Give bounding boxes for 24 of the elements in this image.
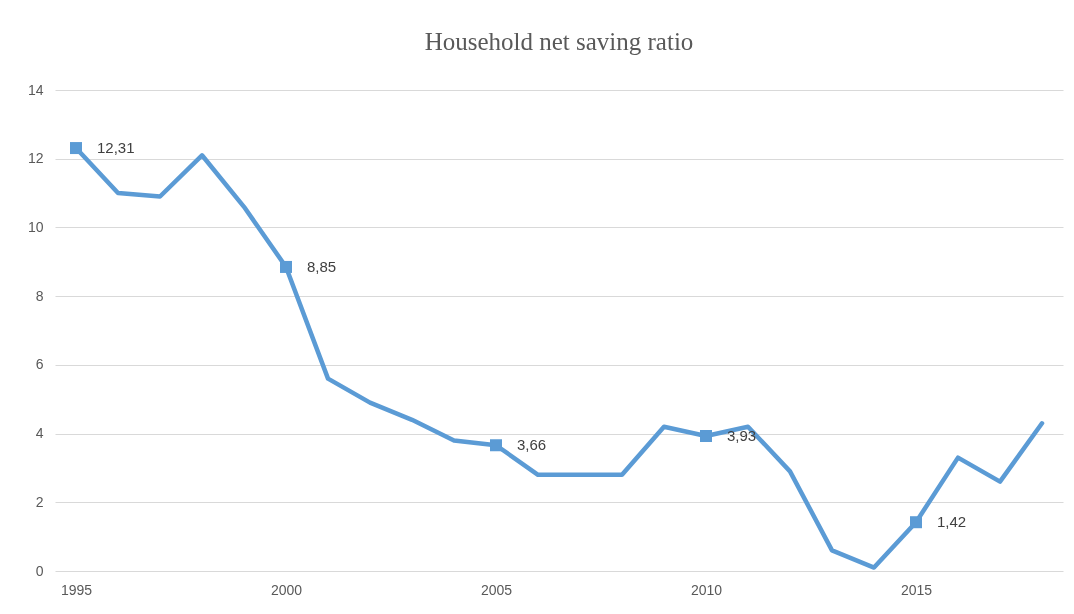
y-tick-label: 0 xyxy=(35,562,44,579)
y-tick-label: 12 xyxy=(27,150,44,167)
point xyxy=(490,439,502,452)
data-label: 3,93 xyxy=(727,426,757,444)
point xyxy=(280,260,292,273)
data-label: 8,85 xyxy=(307,257,337,275)
point xyxy=(910,516,922,529)
y-tick-label: 2 xyxy=(35,493,44,510)
y-tick-label: 14 xyxy=(27,81,44,98)
data-label: 3,66 xyxy=(517,436,547,454)
x-tick-label: 2010 xyxy=(690,581,723,598)
y-tick-label: 10 xyxy=(27,218,44,235)
x-tick-label: 2000 xyxy=(270,581,303,598)
y-tick-label: 4 xyxy=(35,425,44,442)
y-tick-label: 6 xyxy=(35,356,44,373)
point xyxy=(70,142,82,155)
x-tick-label: 2005 xyxy=(480,581,513,598)
x-tick-label: 2015 xyxy=(900,581,933,598)
x-tick-label: 1995 xyxy=(60,581,93,598)
point xyxy=(700,429,712,442)
data-label: 1,42 xyxy=(937,513,967,531)
y-tick-label: 8 xyxy=(35,287,44,304)
data-label: 12,31 xyxy=(97,139,135,157)
chart-title: Household net saving ratio xyxy=(424,28,694,55)
